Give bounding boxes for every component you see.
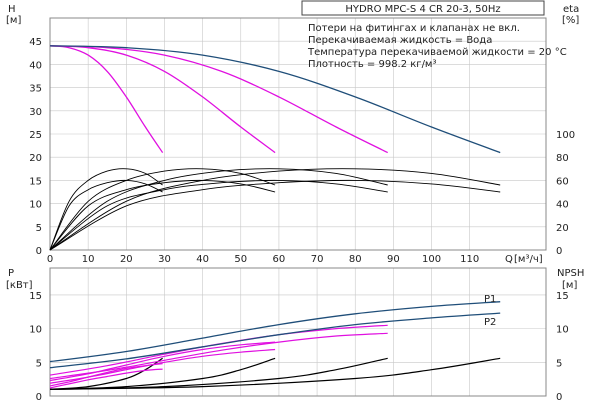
top-y2-axis-unit: [%]	[562, 15, 579, 26]
qh-curve	[49, 45, 388, 154]
top-y2-tick-label: 100	[556, 130, 575, 141]
bottom-y2-tick-label: 0	[556, 392, 562, 400]
npsh-curve	[49, 357, 501, 390]
top-x-axis-unit: [м³/ч]	[514, 254, 543, 265]
bottom-plot-frame	[49, 267, 547, 397]
efficiency-curve	[49, 179, 388, 251]
top-y2-tick-label: 80	[556, 153, 569, 164]
efficiency-curve	[49, 168, 276, 251]
top-x-tick-label: 110	[460, 254, 479, 265]
bottom-y-axis-unit: [кВт]	[6, 280, 33, 291]
top-x-tick-label: 20	[120, 254, 133, 265]
top-y-tick-label: 45	[29, 37, 42, 48]
top-x-tick-label: 50	[234, 254, 247, 265]
top-x-tick-label: 40	[196, 254, 209, 265]
bottom-series-layer	[49, 301, 501, 390]
bottom-y-axis-label: P	[8, 268, 14, 279]
npsh-curve	[49, 357, 163, 390]
efficiency-curve	[49, 168, 388, 251]
bottom-y-tick-label: 15	[29, 291, 42, 302]
efficiency-curve	[49, 179, 501, 251]
pump-power-curve	[49, 363, 163, 387]
top-y-tick-label: 25	[29, 130, 42, 141]
top-plot-frame	[49, 17, 547, 251]
note-liquid: Перекачиваемая жидкость = Вода	[308, 35, 492, 46]
top-x-tick-label: 30	[158, 254, 171, 265]
bottom-y2-tick-label: 15	[556, 291, 569, 302]
power-curve	[49, 312, 501, 369]
top-y-tick-label: 0	[36, 246, 42, 257]
top-y2-tick-label: 20	[556, 223, 569, 234]
top-y2-axis-label: eta	[563, 4, 579, 15]
axis-ticks: 0 10 20 30 40 50 60 70 80 90 100 110051015202530354…	[29, 37, 575, 400]
power-curve	[49, 301, 501, 363]
chart-title: HYDRO MPC-S 4 CR 20-3, 50Hz	[345, 4, 500, 15]
bottom-y2-axis-unit: [м]	[562, 280, 577, 291]
top-y2-tick-label: 60	[556, 176, 569, 187]
top-x-tick-label: 0	[47, 254, 53, 265]
p1-series-label: P1	[484, 294, 496, 305]
note-temperature: Температура перекачиваемой жидкости = 20…	[307, 47, 567, 58]
qh-curve	[49, 45, 501, 154]
note-density: Плотность = 998.2 кг/м³	[308, 59, 437, 70]
efficiency-curve	[49, 179, 163, 251]
top-y-tick-label: 10	[29, 200, 42, 211]
bottom-y-tick-label: 10	[29, 325, 42, 336]
top-y-tick-label: 20	[29, 153, 42, 164]
p2-series-label: P2	[484, 317, 496, 328]
top-y-tick-label: 35	[29, 84, 42, 95]
top-series-layer	[49, 45, 501, 251]
efficiency-curve	[49, 179, 276, 251]
qh-curve	[49, 45, 164, 153]
top-y-tick-label: 15	[29, 176, 42, 187]
efficiency-curve	[49, 168, 501, 251]
bottom-y2-tick-label: 5	[556, 358, 562, 369]
top-x-tick-label: 70	[311, 254, 324, 265]
note-losses: Потери на фитингах и клапанах не вкл.	[308, 23, 520, 34]
pump-power-curve	[49, 332, 388, 380]
bottom-y2-tick-label: 10	[556, 325, 569, 336]
bottom-y-tick-label: 0	[36, 392, 42, 400]
bottom-y2-axis-label: NPSH	[557, 268, 584, 279]
pump-power-curve	[49, 368, 163, 389]
top-x-tick-label: 10	[82, 254, 95, 265]
top-x-axis-label: Q	[505, 254, 513, 265]
top-y-axis-label: H	[8, 4, 16, 15]
top-y-tick-label: 5	[36, 223, 42, 234]
top-y-tick-label: 40	[29, 60, 42, 71]
bottom-y-tick-label: 5	[36, 358, 42, 369]
top-y2-tick-label: 40	[556, 200, 569, 211]
pump-power-curve	[49, 341, 276, 382]
top-x-tick-label: 60	[273, 254, 286, 265]
efficiency-curve	[49, 168, 163, 251]
top-y-tick-label: 30	[29, 107, 42, 118]
top-x-tick-label: 100	[422, 254, 441, 265]
top-x-tick-label: 80	[349, 254, 362, 265]
title-box	[301, 0, 545, 16]
qh-curve	[49, 45, 276, 154]
top-x-tick-label: 90	[387, 254, 400, 265]
top-y-axis-unit: [м]	[6, 15, 21, 26]
top-y2-tick-label: 0	[556, 246, 562, 257]
